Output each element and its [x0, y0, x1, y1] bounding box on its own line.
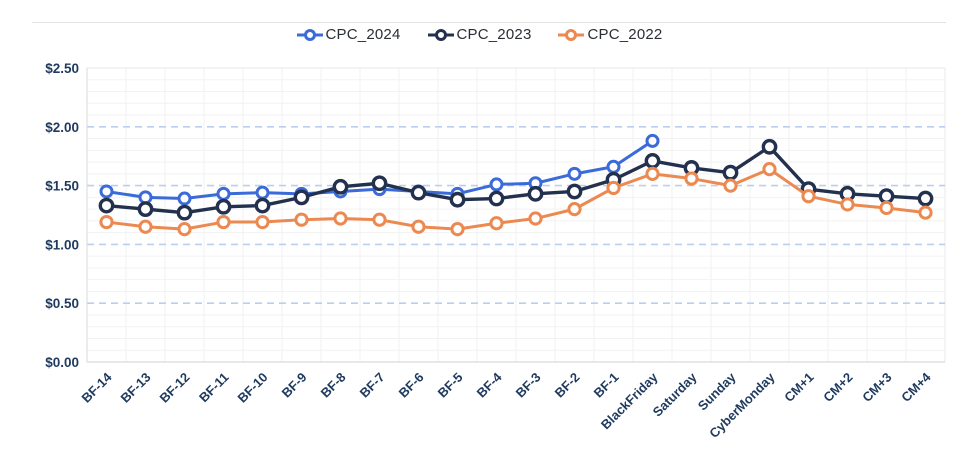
top-divider	[32, 22, 946, 23]
data-point-CPC_2023	[176, 204, 193, 221]
y-tick-label: $2.00	[45, 120, 79, 135]
legend-label-cpc-2024: CPC_2024	[325, 26, 401, 43]
data-point-CPC_2023	[761, 138, 778, 155]
x-tick-label: BF-12	[156, 370, 192, 406]
data-point-CPC_2022	[528, 211, 543, 226]
data-point-CPC_2023	[332, 178, 349, 195]
legend-item-cpc-2022: CPC_2022	[557, 26, 662, 43]
data-point-CPC_2023	[137, 201, 154, 218]
x-tick-label: BF-2	[552, 370, 583, 401]
legend-marker-icon	[427, 28, 454, 41]
x-tick-label: BF-4	[474, 369, 506, 401]
data-point-CPC_2024	[255, 185, 270, 200]
data-point-CPC_2023	[215, 198, 232, 215]
data-point-CPC_2022	[294, 212, 309, 227]
data-point-CPC_2023	[566, 183, 583, 200]
x-tick-label: BF-14	[78, 369, 115, 406]
data-point-CPC_2023	[722, 164, 739, 181]
data-point-CPC_2022	[99, 214, 114, 230]
x-tick-label: CM+1	[781, 370, 816, 405]
data-point-CPC_2023	[254, 197, 271, 214]
y-tick-label: $0.50	[45, 296, 79, 311]
data-point-CPC_2024	[645, 133, 660, 148]
chart-legend: CPC_2024 CPC_2023 CPC_2022	[0, 26, 958, 43]
data-point-CPC_2023	[371, 175, 388, 192]
data-point-CPC_2022	[723, 178, 738, 193]
x-tick-label: BF-13	[117, 370, 153, 406]
data-point-CPC_2023	[410, 184, 427, 201]
data-point-CPC_2022	[567, 202, 582, 217]
data-point-CPC_2024	[99, 184, 114, 199]
data-point-CPC_2022	[762, 162, 777, 177]
x-tick-label: CM+4	[898, 369, 934, 405]
legend-marker-icon	[296, 28, 323, 41]
y-tick-label: $1.00	[45, 237, 79, 252]
data-point-CPC_2024	[138, 190, 153, 205]
x-tick-label: BF-10	[234, 370, 270, 406]
series-line-CPC_2023	[104, 145, 928, 215]
legend-marker-icon	[558, 28, 585, 41]
y-tick-label: $2.50	[45, 61, 79, 76]
x-tick-label: BF-6	[396, 370, 427, 401]
x-tick-label: BF-7	[357, 370, 388, 401]
y-tick-label: $0.00	[45, 355, 79, 370]
data-point-CPC_2022	[840, 197, 855, 212]
data-point-CPC_2022	[801, 189, 816, 204]
data-point-CPC_2022	[411, 219, 426, 234]
x-tick-label: BF-11	[196, 370, 232, 406]
data-point-CPC_2022	[684, 171, 699, 186]
data-point-CPC_2022	[606, 180, 621, 196]
data-point-CPC_2022	[645, 166, 660, 181]
data-point-CPC_2023	[488, 190, 505, 207]
data-point-CPC_2024	[489, 177, 504, 192]
data-point-CPC_2022	[450, 222, 465, 237]
data-point-CPC_2023	[98, 197, 115, 214]
x-tick-label: BF-9	[279, 370, 310, 401]
x-tick-label: CM+2	[820, 370, 855, 405]
data-point-CPC_2022	[333, 211, 348, 226]
x-tick-label: BF-1	[591, 370, 622, 401]
data-point-CPC_2023	[644, 153, 661, 169]
data-point-CPC_2022	[489, 216, 504, 231]
data-point-CPC_2024	[177, 191, 192, 206]
data-point-CPC_2022	[138, 219, 153, 234]
legend-item-cpc-2024: CPC_2024	[296, 26, 401, 43]
data-point-CPC_2023	[449, 191, 466, 208]
legend-label-cpc-2023: CPC_2023	[456, 26, 532, 43]
series-line-CPC_2022	[105, 167, 927, 231]
data-point-CPC_2024	[606, 159, 621, 174]
x-tick-label: BF-8	[318, 370, 349, 401]
data-point-CPC_2022	[918, 205, 933, 220]
data-point-CPC_2022	[879, 200, 894, 216]
data-point-CPC_2022	[372, 212, 387, 227]
data-point-CPC_2022	[255, 214, 270, 230]
data-point-CPC_2022	[216, 214, 231, 230]
data-point-CPC_2024	[567, 166, 582, 181]
x-tick-label: BF-5	[435, 370, 466, 401]
y-tick-label: $1.50	[45, 179, 79, 194]
data-point-CPC_2023	[917, 190, 934, 207]
legend-item-cpc-2023: CPC_2023	[427, 26, 532, 43]
data-point-CPC_2023	[527, 185, 544, 202]
data-point-CPC_2022	[177, 222, 192, 237]
x-tick-label: BF-3	[513, 370, 544, 401]
data-point-CPC_2024	[216, 186, 231, 201]
legend-label-cpc-2022: CPC_2022	[587, 26, 663, 43]
x-tick-label: CM+3	[859, 370, 894, 405]
data-point-CPC_2023	[293, 189, 310, 206]
x-tick-label: Saturday	[650, 369, 700, 419]
data-point-CPC_2023	[878, 188, 895, 205]
